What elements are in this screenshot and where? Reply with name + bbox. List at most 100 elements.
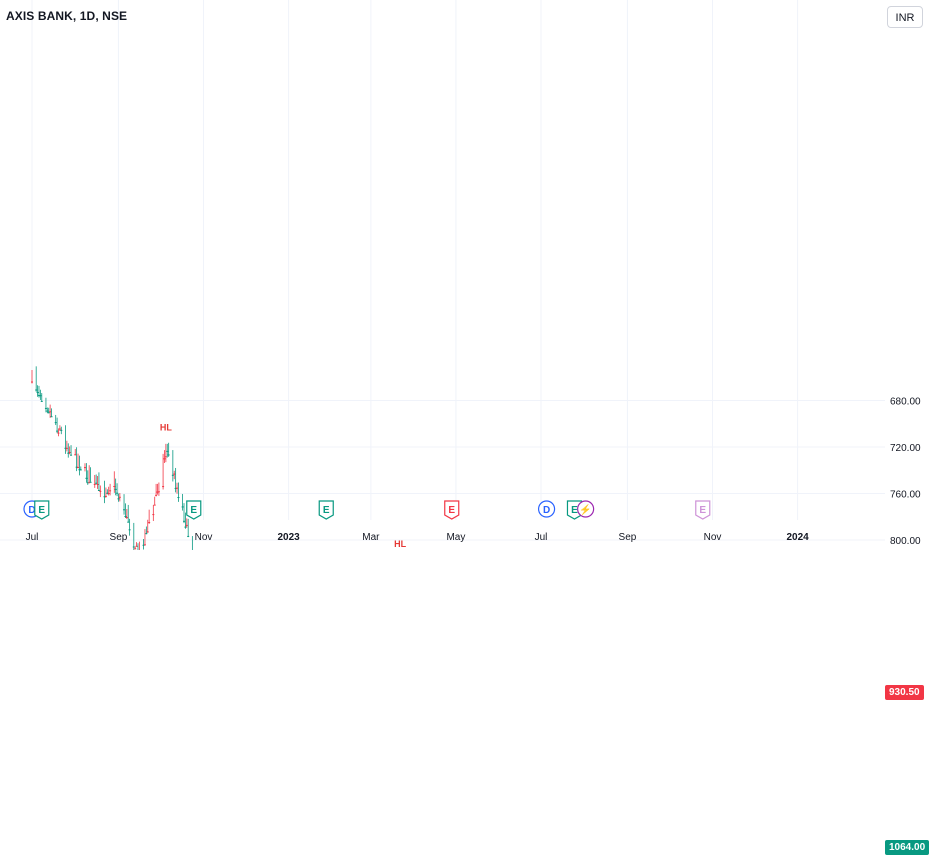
- y-tick-label: 720.00: [890, 443, 921, 454]
- candle[interactable]: [95, 482, 98, 484]
- candle[interactable]: [56, 430, 59, 432]
- symbol-title: AXIS BANK, 1D, NSE: [6, 9, 128, 23]
- candle[interactable]: [85, 477, 88, 479]
- earnings-marker[interactable]: E: [318, 500, 334, 520]
- candle[interactable]: [86, 482, 89, 484]
- candle[interactable]: [75, 466, 78, 468]
- candle[interactable]: [74, 454, 77, 456]
- candle[interactable]: [50, 416, 53, 418]
- candle[interactable]: [134, 548, 137, 550]
- candle[interactable]: [78, 469, 81, 471]
- candle[interactable]: [152, 514, 155, 516]
- candle[interactable]: [185, 524, 188, 526]
- y-tick-label: 680.00: [890, 397, 921, 408]
- target-price-tag: 1064.00: [885, 839, 930, 855]
- candle[interactable]: [44, 407, 47, 409]
- candle[interactable]: [99, 490, 102, 492]
- candle[interactable]: [64, 447, 67, 449]
- candle[interactable]: [176, 487, 179, 489]
- candle[interactable]: [163, 458, 166, 460]
- candle[interactable]: [47, 412, 50, 414]
- candle[interactable]: [113, 485, 116, 487]
- pattern-label-hl: HL: [394, 539, 406, 549]
- candle[interactable]: [164, 456, 167, 458]
- candle[interactable]: [143, 544, 146, 546]
- candle[interactable]: [148, 522, 151, 524]
- candle[interactable]: [181, 506, 184, 508]
- candle[interactable]: [39, 395, 42, 397]
- candle[interactable]: [104, 495, 107, 497]
- candle[interactable]: [132, 546, 135, 548]
- candle[interactable]: [127, 521, 130, 523]
- candle[interactable]: [106, 492, 109, 494]
- x-tick-label: Sep: [110, 532, 128, 543]
- candle[interactable]: [171, 474, 174, 476]
- candle[interactable]: [116, 492, 119, 494]
- candle[interactable]: [146, 531, 149, 533]
- candle[interactable]: [88, 482, 91, 484]
- candle[interactable]: [184, 526, 187, 528]
- event-marker-label: E: [38, 505, 45, 516]
- price-chart[interactable]: HHHLHHHLHHHLHHCupHandle680.00720.00760.0…: [0, 0, 932, 550]
- candle[interactable]: [124, 515, 127, 517]
- candle[interactable]: [58, 428, 61, 430]
- candle[interactable]: [37, 395, 40, 397]
- candle[interactable]: [177, 497, 180, 499]
- candle[interactable]: [156, 491, 159, 493]
- x-tick-label: 2023: [277, 532, 300, 543]
- candle[interactable]: [67, 452, 70, 454]
- event-marker-label: E: [190, 505, 197, 516]
- candle[interactable]: [54, 422, 57, 424]
- candle[interactable]: [123, 509, 126, 511]
- event-marker-label: ⚡: [579, 503, 591, 516]
- candle[interactable]: [107, 493, 110, 495]
- earnings_future-marker[interactable]: E: [695, 500, 711, 520]
- candle[interactable]: [173, 473, 176, 475]
- candle[interactable]: [31, 381, 33, 383]
- x-tick-label: Jul: [26, 532, 39, 543]
- earnings-marker[interactable]: E: [186, 500, 202, 520]
- candle[interactable]: [60, 429, 63, 431]
- candle[interactable]: [162, 486, 165, 488]
- candle[interactable]: [114, 488, 117, 490]
- candle[interactable]: [57, 432, 60, 434]
- candle[interactable]: [65, 447, 68, 449]
- candle[interactable]: [40, 400, 43, 402]
- candle[interactable]: [68, 452, 71, 454]
- candle[interactable]: [142, 544, 145, 546]
- earnings_red-marker[interactable]: E: [444, 500, 460, 520]
- candle[interactable]: [174, 487, 177, 489]
- candle[interactable]: [125, 517, 128, 519]
- candle[interactable]: [155, 494, 158, 496]
- candle[interactable]: [70, 454, 73, 456]
- candle[interactable]: [167, 454, 170, 456]
- candle[interactable]: [128, 529, 131, 531]
- earnings-marker[interactable]: E: [34, 500, 50, 520]
- x-tick-label: Mar: [362, 532, 380, 543]
- candle[interactable]: [135, 545, 138, 547]
- candle[interactable]: [187, 535, 190, 537]
- candle[interactable]: [118, 496, 121, 498]
- candle[interactable]: [46, 410, 49, 412]
- candle[interactable]: [83, 467, 86, 469]
- candle[interactable]: [109, 490, 112, 492]
- candle[interactable]: [36, 391, 39, 393]
- candle[interactable]: [153, 504, 156, 506]
- candle[interactable]: [117, 498, 120, 500]
- candle[interactable]: [79, 469, 82, 471]
- dividend-marker[interactable]: D: [537, 500, 556, 518]
- candle[interactable]: [166, 450, 169, 452]
- candle[interactable]: [183, 520, 186, 522]
- candle[interactable]: [97, 489, 100, 491]
- currency-button[interactable]: INR: [887, 6, 923, 28]
- candle[interactable]: [103, 496, 106, 498]
- candle[interactable]: [77, 467, 80, 469]
- candle[interactable]: [157, 491, 160, 493]
- candle[interactable]: [35, 389, 38, 391]
- split-marker[interactable]: ⚡: [577, 500, 595, 518]
- candle[interactable]: [89, 481, 92, 483]
- candle[interactable]: [49, 411, 52, 413]
- candle[interactable]: [96, 483, 99, 485]
- candle[interactable]: [93, 483, 96, 485]
- candle[interactable]: [145, 533, 148, 535]
